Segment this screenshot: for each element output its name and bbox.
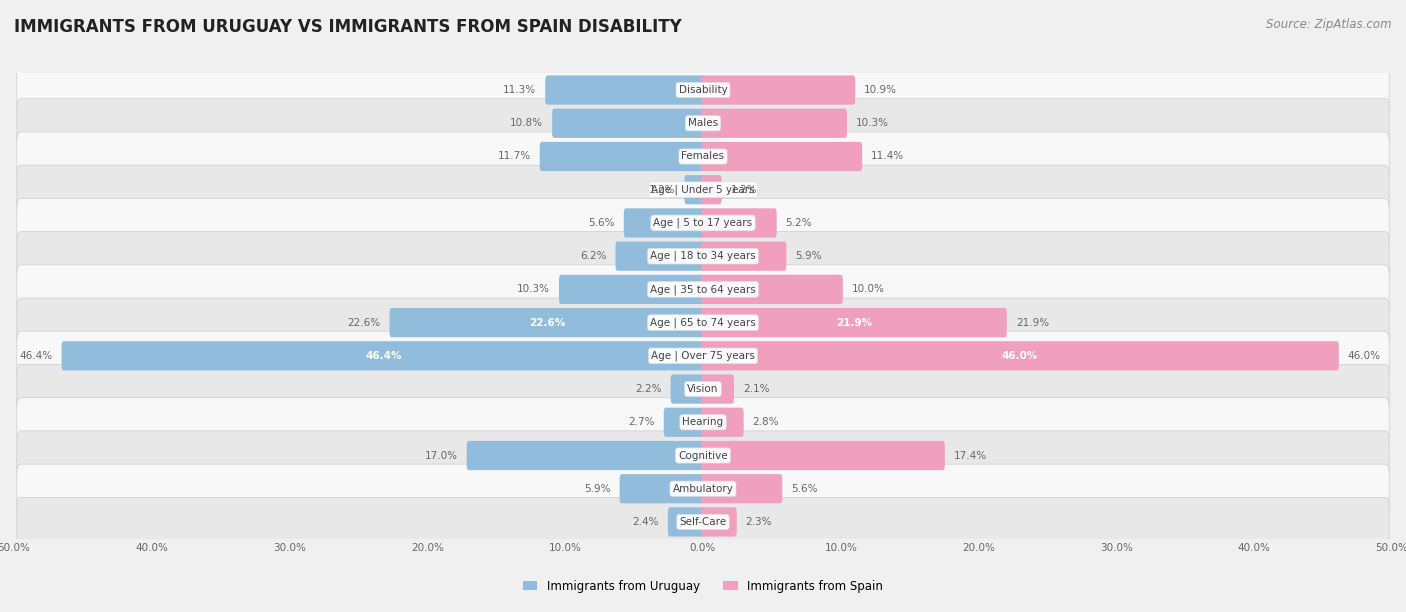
Text: Age | Under 5 years: Age | Under 5 years xyxy=(651,184,755,195)
FancyBboxPatch shape xyxy=(616,242,704,271)
Text: Disability: Disability xyxy=(679,85,727,95)
Text: 5.2%: 5.2% xyxy=(786,218,813,228)
Text: Vision: Vision xyxy=(688,384,718,394)
Text: 46.4%: 46.4% xyxy=(20,351,52,361)
Text: 21.9%: 21.9% xyxy=(1015,318,1049,327)
FancyBboxPatch shape xyxy=(685,175,704,204)
Text: Age | 35 to 64 years: Age | 35 to 64 years xyxy=(650,284,756,294)
Text: 2.1%: 2.1% xyxy=(742,384,769,394)
Text: IMMIGRANTS FROM URUGUAY VS IMMIGRANTS FROM SPAIN DISABILITY: IMMIGRANTS FROM URUGUAY VS IMMIGRANTS FR… xyxy=(14,18,682,36)
Legend: Immigrants from Uruguay, Immigrants from Spain: Immigrants from Uruguay, Immigrants from… xyxy=(519,575,887,598)
FancyBboxPatch shape xyxy=(17,198,1389,247)
Text: 2.8%: 2.8% xyxy=(752,417,779,427)
Text: 5.6%: 5.6% xyxy=(792,483,818,494)
Text: Self-Care: Self-Care xyxy=(679,517,727,527)
FancyBboxPatch shape xyxy=(17,298,1389,347)
Text: 10.8%: 10.8% xyxy=(510,118,543,129)
Text: Age | Over 75 years: Age | Over 75 years xyxy=(651,351,755,361)
Text: 2.3%: 2.3% xyxy=(745,517,772,527)
Text: 5.9%: 5.9% xyxy=(796,251,823,261)
FancyBboxPatch shape xyxy=(702,175,721,204)
Text: 22.6%: 22.6% xyxy=(529,318,565,327)
FancyBboxPatch shape xyxy=(702,408,744,437)
Text: Age | 18 to 34 years: Age | 18 to 34 years xyxy=(650,251,756,261)
Text: 10.9%: 10.9% xyxy=(865,85,897,95)
Text: Age | 65 to 74 years: Age | 65 to 74 years xyxy=(650,318,756,328)
Text: 5.9%: 5.9% xyxy=(583,483,610,494)
Text: 22.6%: 22.6% xyxy=(347,318,381,327)
FancyBboxPatch shape xyxy=(620,474,704,503)
Text: 17.0%: 17.0% xyxy=(425,450,458,460)
FancyBboxPatch shape xyxy=(560,275,704,304)
FancyBboxPatch shape xyxy=(17,99,1389,148)
Text: 10.3%: 10.3% xyxy=(856,118,889,129)
FancyBboxPatch shape xyxy=(17,464,1389,513)
Text: Ambulatory: Ambulatory xyxy=(672,483,734,494)
Text: Source: ZipAtlas.com: Source: ZipAtlas.com xyxy=(1267,18,1392,31)
FancyBboxPatch shape xyxy=(17,431,1389,480)
FancyBboxPatch shape xyxy=(702,375,734,404)
Text: Males: Males xyxy=(688,118,718,129)
Text: 2.2%: 2.2% xyxy=(636,384,662,394)
FancyBboxPatch shape xyxy=(702,142,862,171)
FancyBboxPatch shape xyxy=(17,498,1389,547)
FancyBboxPatch shape xyxy=(553,109,704,138)
FancyBboxPatch shape xyxy=(17,231,1389,281)
FancyBboxPatch shape xyxy=(702,275,842,304)
Text: 11.3%: 11.3% xyxy=(503,85,536,95)
FancyBboxPatch shape xyxy=(668,507,704,537)
Text: 46.0%: 46.0% xyxy=(1348,351,1381,361)
FancyBboxPatch shape xyxy=(702,109,846,138)
Text: 2.7%: 2.7% xyxy=(628,417,655,427)
FancyBboxPatch shape xyxy=(17,331,1389,381)
FancyBboxPatch shape xyxy=(17,132,1389,181)
FancyBboxPatch shape xyxy=(702,75,855,105)
FancyBboxPatch shape xyxy=(702,208,776,237)
FancyBboxPatch shape xyxy=(17,365,1389,414)
Text: 10.3%: 10.3% xyxy=(517,285,550,294)
FancyBboxPatch shape xyxy=(17,165,1389,214)
Text: 5.6%: 5.6% xyxy=(588,218,614,228)
FancyBboxPatch shape xyxy=(702,242,786,271)
Text: 46.0%: 46.0% xyxy=(1001,351,1038,361)
FancyBboxPatch shape xyxy=(664,408,704,437)
FancyBboxPatch shape xyxy=(671,375,704,404)
FancyBboxPatch shape xyxy=(546,75,704,105)
FancyBboxPatch shape xyxy=(702,308,1007,337)
Text: Cognitive: Cognitive xyxy=(678,450,728,460)
Text: 6.2%: 6.2% xyxy=(581,251,606,261)
FancyBboxPatch shape xyxy=(467,441,704,470)
Text: 21.9%: 21.9% xyxy=(835,318,872,327)
FancyBboxPatch shape xyxy=(702,341,1339,370)
FancyBboxPatch shape xyxy=(17,65,1389,114)
Text: 11.7%: 11.7% xyxy=(498,152,531,162)
Text: 1.2%: 1.2% xyxy=(731,185,756,195)
FancyBboxPatch shape xyxy=(702,507,737,537)
FancyBboxPatch shape xyxy=(540,142,704,171)
Text: Age | 5 to 17 years: Age | 5 to 17 years xyxy=(654,218,752,228)
Text: 46.4%: 46.4% xyxy=(366,351,402,361)
Text: 2.4%: 2.4% xyxy=(633,517,659,527)
FancyBboxPatch shape xyxy=(702,474,782,503)
Text: 10.0%: 10.0% xyxy=(852,285,884,294)
FancyBboxPatch shape xyxy=(702,441,945,470)
FancyBboxPatch shape xyxy=(62,341,704,370)
FancyBboxPatch shape xyxy=(624,208,704,237)
FancyBboxPatch shape xyxy=(17,398,1389,447)
Text: 17.4%: 17.4% xyxy=(953,450,987,460)
FancyBboxPatch shape xyxy=(389,308,704,337)
Text: Hearing: Hearing xyxy=(682,417,724,427)
Text: 11.4%: 11.4% xyxy=(872,152,904,162)
Text: 1.2%: 1.2% xyxy=(650,185,675,195)
FancyBboxPatch shape xyxy=(17,265,1389,314)
Text: Females: Females xyxy=(682,152,724,162)
